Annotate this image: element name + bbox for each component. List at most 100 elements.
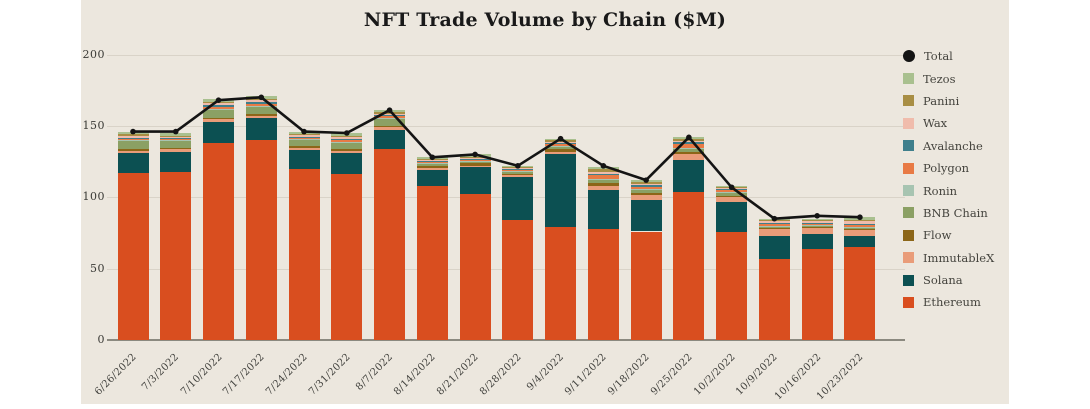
bar-segment-ethereum bbox=[160, 171, 192, 340]
legend-item-immutablex[interactable]: ImmutableX bbox=[903, 247, 1007, 269]
bar-segment-solana bbox=[673, 160, 705, 192]
bar-segment-avalanche bbox=[374, 115, 406, 116]
bar-segment-bnb-chain bbox=[630, 190, 662, 193]
bar-segment-solana bbox=[459, 167, 491, 195]
bar-segment-flow bbox=[844, 228, 876, 230]
bar-segment-panini bbox=[331, 135, 363, 138]
chart-title: NFT Trade Volume by Chain ($M) bbox=[363, 9, 727, 31]
bar-segment-wax bbox=[203, 103, 235, 106]
bar-segment-bnb-chain bbox=[245, 106, 277, 115]
bar-segment-ethereum bbox=[203, 143, 235, 340]
bar-segment-avalanche bbox=[160, 138, 192, 139]
x-axis-line bbox=[107, 339, 905, 341]
bar-segment-bnb-chain bbox=[374, 118, 406, 126]
bar-segment-ronin bbox=[758, 226, 790, 227]
bar-segment-ethereum bbox=[545, 227, 577, 340]
legend-label: Total bbox=[924, 49, 953, 64]
bar-segment-tezos bbox=[545, 138, 577, 141]
bar-segment-flow bbox=[673, 151, 705, 154]
legend-label: Wax bbox=[923, 116, 948, 131]
bar-segment-flow bbox=[331, 149, 363, 151]
bar-segment-flow bbox=[758, 227, 790, 229]
bar-segment-polygon bbox=[502, 169, 534, 171]
bar-segment-panini bbox=[758, 220, 790, 222]
legend-item-avalanche[interactable]: Avalanche bbox=[903, 135, 1007, 157]
bar-segment-wax bbox=[160, 136, 192, 138]
bar-segment-tezos bbox=[374, 110, 406, 113]
bar-segment-immutablex bbox=[245, 115, 277, 119]
bar-segment-ronin bbox=[160, 140, 192, 141]
x-tick-label: 7/10/2022 bbox=[178, 351, 225, 398]
bar-segment-avalanche bbox=[673, 142, 705, 144]
x-tick-label: 8/14/2022 bbox=[392, 351, 439, 398]
bar-segment-wax bbox=[374, 113, 406, 116]
bar-segment-polygon bbox=[203, 106, 235, 109]
bar-segment-tezos bbox=[758, 218, 790, 221]
x-tick-label: 8/21/2022 bbox=[435, 351, 481, 398]
x-tick-label: 7/24/2022 bbox=[263, 351, 310, 398]
bar-segment-polygon bbox=[459, 159, 491, 162]
legend-item-flow[interactable]: Flow bbox=[903, 224, 1007, 246]
bar-segment-panini bbox=[844, 220, 876, 222]
bar-segment-solana bbox=[630, 200, 662, 232]
legend-item-tezos[interactable]: Tezos bbox=[903, 67, 1007, 89]
y-tick-label: 0 bbox=[97, 333, 105, 346]
bar-segment-tezos bbox=[716, 185, 748, 187]
bar-segment-solana bbox=[716, 201, 748, 232]
bar-segment-panini bbox=[288, 133, 320, 136]
bar-segment-ethereum bbox=[459, 194, 491, 340]
bar-segment-panini bbox=[245, 98, 277, 101]
bar-segment-ethereum bbox=[587, 228, 619, 340]
bar-segment-avalanche bbox=[288, 136, 320, 138]
bar-segment-ronin bbox=[203, 108, 235, 110]
bar-segment-panini bbox=[587, 169, 619, 173]
bar-segment-bnb-chain bbox=[203, 109, 235, 119]
bar-segment-tezos bbox=[673, 137, 705, 139]
bar-segment-wax bbox=[117, 135, 149, 138]
bar-segment-solana bbox=[374, 130, 406, 149]
x-tick-label: 9/4/2022 bbox=[525, 351, 567, 393]
bar-segment-ronin bbox=[716, 192, 748, 193]
bar-segment-wax bbox=[716, 188, 748, 190]
bar-segment-immutablex bbox=[288, 148, 320, 151]
bar-segment-tezos bbox=[203, 98, 235, 102]
bar-segment-immutablex bbox=[844, 229, 876, 236]
legend-color-swatch bbox=[903, 140, 914, 152]
bar-segment-bnb-chain bbox=[801, 225, 833, 228]
bar-segment-bnb-chain bbox=[331, 142, 363, 150]
bar-segment-polygon bbox=[716, 190, 748, 193]
y-tick-label: 100 bbox=[82, 190, 105, 204]
legend-item-bnb-chain[interactable]: BNB Chain bbox=[903, 202, 1007, 224]
bar-segment-avalanche bbox=[758, 223, 790, 224]
bar-segment-bnb-chain bbox=[716, 192, 748, 196]
legend-item-solana[interactable]: Solana bbox=[903, 269, 1007, 291]
bar-segment-bnb-chain bbox=[587, 179, 619, 183]
bar-segment-avalanche bbox=[416, 160, 448, 162]
bar-segment-immutablex bbox=[630, 195, 662, 201]
bar-segment-ronin bbox=[801, 225, 833, 226]
bar-segment-flow bbox=[630, 192, 662, 196]
gridline-y-200 bbox=[107, 54, 905, 56]
bar-segment-immutablex bbox=[117, 150, 149, 153]
plot-area: 0 50 100 150 200 6/26/2022 7/3/2022 7/10/2022 7/… bbox=[83, 40, 905, 402]
bar-segment-bnb-chain bbox=[844, 227, 876, 229]
legend-item-total[interactable]: Total bbox=[903, 45, 1007, 67]
legend-item-ethereum[interactable]: Ethereum bbox=[903, 291, 1007, 313]
bar-segment-flow bbox=[416, 165, 448, 168]
bar-segment-avalanche bbox=[245, 102, 277, 104]
bar-segment-immutablex bbox=[416, 167, 448, 171]
bar-segment-solana bbox=[416, 170, 448, 186]
legend-color-swatch bbox=[903, 296, 914, 308]
bar-segment-ronin bbox=[502, 170, 534, 172]
bar-segment-solana bbox=[587, 190, 619, 229]
legend-item-polygon[interactable]: Polygon bbox=[903, 157, 1007, 179]
chart-panel: NFT Trade Volume by Chain ($M) 0 50 100 150… bbox=[81, 0, 1009, 404]
x-tick-label: 6/26/2022 bbox=[92, 351, 139, 398]
bar-segment-solana bbox=[203, 121, 235, 143]
legend-item-wax[interactable]: Wax bbox=[903, 112, 1007, 134]
bar-segment-wax bbox=[758, 221, 790, 224]
legend-item-panini[interactable]: Panini bbox=[903, 90, 1007, 112]
legend-color-swatch bbox=[903, 73, 914, 85]
legend-total-dot-icon bbox=[903, 50, 915, 63]
legend-item-ronin[interactable]: Ronin bbox=[903, 179, 1007, 201]
